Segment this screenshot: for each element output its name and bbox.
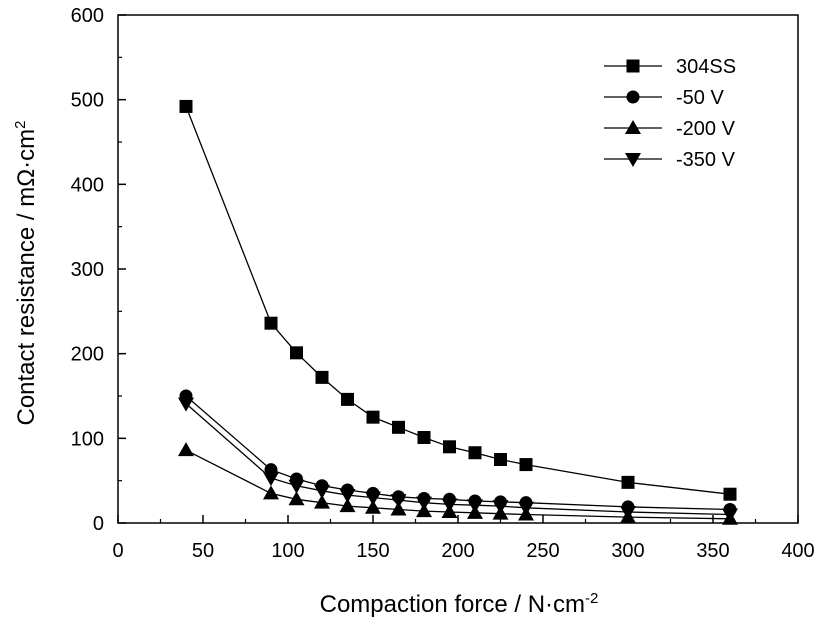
x-tick-label: 400 <box>781 540 814 562</box>
data-point <box>468 446 482 460</box>
data-point <box>390 501 407 516</box>
y-tick-label: 200 <box>71 344 104 366</box>
data-point <box>263 485 279 500</box>
legend-item: -50 V <box>604 87 724 109</box>
legend-label: 304SS <box>676 56 736 78</box>
data-point <box>392 420 405 434</box>
series-50v <box>179 389 737 516</box>
data-point <box>314 484 330 499</box>
data-point <box>494 453 507 466</box>
data-point <box>179 99 193 113</box>
y-tick-label: 500 <box>71 90 104 112</box>
data-point <box>288 479 305 494</box>
data-point <box>178 397 194 412</box>
y-tick-label: 100 <box>71 428 104 450</box>
data-point <box>620 505 636 520</box>
x-tick-label: 350 <box>696 540 729 562</box>
data-point <box>365 491 381 506</box>
series-350v <box>178 397 738 523</box>
data-point <box>416 496 432 511</box>
data-point <box>314 494 330 509</box>
legend-label: -350 V <box>676 149 736 171</box>
data-point <box>341 392 354 406</box>
legend-item: -350 V <box>604 149 736 171</box>
data-point <box>178 442 194 457</box>
legend: 304SS -50 V -200 V -350 V <box>604 56 736 171</box>
x-tick-label: 100 <box>271 540 304 562</box>
data-point <box>390 494 407 509</box>
data-point <box>339 489 356 504</box>
series-layer <box>178 99 738 525</box>
data-point <box>492 500 509 515</box>
data-point <box>339 498 356 513</box>
y-tick-label: 600 <box>71 5 104 27</box>
legend-label: -200 V <box>676 118 736 140</box>
x-axis: 0 50 100 150 200 250 300 350 400 <box>112 515 815 562</box>
x-tick-label: 150 <box>356 540 389 562</box>
data-point <box>263 472 279 487</box>
series-line <box>185 106 731 495</box>
legend-marker <box>625 153 641 167</box>
y-axis: 0 100 200 300 400 500 600 <box>71 5 126 535</box>
data-point <box>315 370 329 384</box>
legend-marker <box>626 59 640 73</box>
data-point <box>290 346 303 360</box>
y-tick-label: 300 <box>71 259 104 281</box>
data-point <box>518 501 534 516</box>
data-point <box>441 498 458 513</box>
legend-marker <box>625 120 641 134</box>
data-point <box>264 316 278 330</box>
y-axis-title: Contact resistance / mΩ·cm2 <box>12 120 40 425</box>
x-tick-label: 0 <box>112 540 123 562</box>
data-point <box>288 491 305 506</box>
legend-item: 304SS <box>604 56 736 78</box>
data-point <box>443 440 456 454</box>
data-point <box>366 410 380 424</box>
data-point <box>417 430 431 444</box>
x-tick-label: 200 <box>441 540 474 562</box>
data-point <box>519 458 533 472</box>
legend-item: -200 V <box>604 118 736 140</box>
data-point <box>621 475 635 489</box>
y-tick-label: 400 <box>71 174 104 196</box>
x-tick-label: 50 <box>192 540 214 562</box>
series-304ss <box>179 99 737 501</box>
data-point <box>467 499 483 514</box>
data-point <box>365 499 381 514</box>
data-point <box>723 487 737 501</box>
x-tick-label: 250 <box>526 540 559 562</box>
legend-label: -50 V <box>676 87 724 109</box>
legend-marker <box>626 90 640 104</box>
x-axis-title: Compaction force / N·cm-2 <box>320 590 599 618</box>
y-tick-label: 0 <box>93 513 104 535</box>
x-tick-label: 300 <box>611 540 644 562</box>
data-point <box>722 508 738 523</box>
